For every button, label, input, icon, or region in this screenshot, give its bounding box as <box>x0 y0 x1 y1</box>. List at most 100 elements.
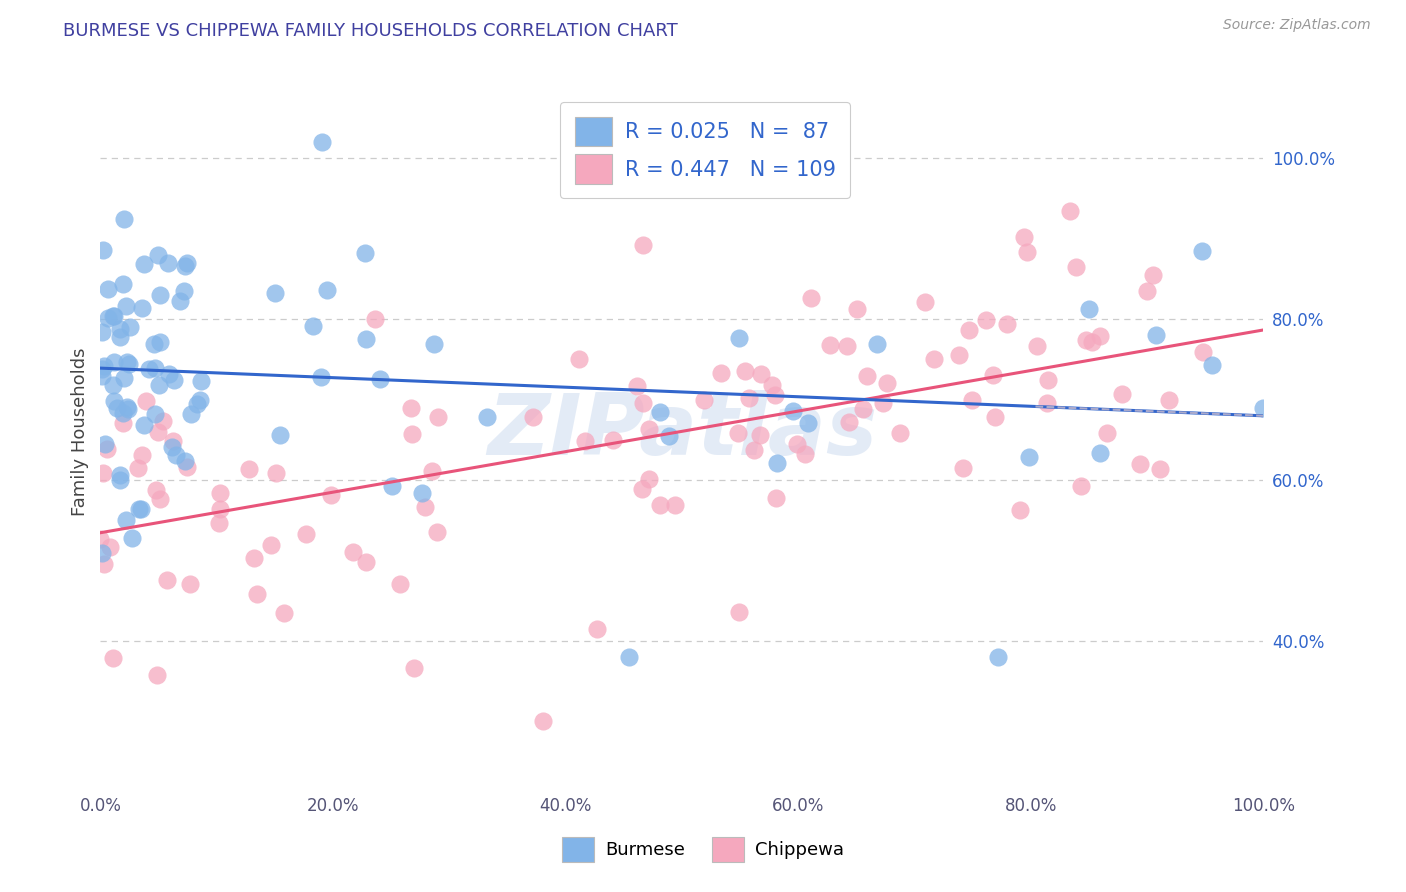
Point <box>243 550 266 565</box>
Point <box>131 301 153 315</box>
Point <box>146 425 169 440</box>
Point <box>1159 393 1181 408</box>
Point <box>266 466 288 480</box>
Point <box>131 502 153 516</box>
Point <box>110 467 132 482</box>
Point <box>342 545 364 559</box>
Point <box>742 443 765 458</box>
Point <box>110 473 132 487</box>
Point <box>93 558 115 572</box>
Point <box>143 360 166 375</box>
Point <box>112 212 135 227</box>
Point <box>302 318 325 333</box>
Point <box>163 373 186 387</box>
Point <box>112 406 135 420</box>
Point <box>987 649 1010 664</box>
Point <box>658 429 681 443</box>
Point <box>796 417 818 431</box>
Point <box>91 466 114 480</box>
Point <box>800 291 823 305</box>
Point <box>1201 358 1223 372</box>
Point <box>148 247 170 261</box>
Point <box>837 339 859 353</box>
Point <box>602 434 624 448</box>
Point <box>852 402 875 417</box>
Point <box>146 667 169 681</box>
Point <box>734 364 756 378</box>
Point <box>995 318 1018 332</box>
Point <box>90 545 112 559</box>
Point <box>889 425 911 440</box>
Point <box>522 409 544 424</box>
Point <box>103 394 125 409</box>
Point <box>149 288 172 302</box>
Point <box>1111 387 1133 401</box>
Point <box>531 714 554 728</box>
Point <box>294 526 316 541</box>
Point <box>765 491 787 506</box>
Point <box>766 456 789 470</box>
Point <box>368 372 391 386</box>
Point <box>728 331 751 345</box>
Point <box>586 622 609 636</box>
Point <box>190 374 212 388</box>
Point <box>761 377 783 392</box>
Point <box>1088 446 1111 460</box>
Point <box>91 243 114 257</box>
Point <box>173 260 195 274</box>
Legend: Burmese, Chippewa: Burmese, Chippewa <box>554 830 852 870</box>
Point <box>97 311 120 326</box>
Point <box>1074 333 1097 347</box>
Point <box>114 299 136 313</box>
Point <box>128 501 150 516</box>
Point <box>876 376 898 390</box>
Point <box>94 436 117 450</box>
Point <box>186 397 208 411</box>
Point <box>260 538 283 552</box>
Point <box>648 405 671 419</box>
Point <box>630 482 652 496</box>
Text: Source: ZipAtlas.com: Source: ZipAtlas.com <box>1223 18 1371 32</box>
Point <box>749 367 772 381</box>
Point <box>173 284 195 298</box>
Point <box>420 464 443 478</box>
Point <box>149 334 172 349</box>
Point <box>93 359 115 373</box>
Point <box>316 284 339 298</box>
Point <box>738 391 761 405</box>
Point <box>127 460 149 475</box>
Point <box>1077 301 1099 316</box>
Point <box>152 414 174 428</box>
Point <box>727 425 749 440</box>
Point <box>626 378 648 392</box>
Point <box>1059 204 1081 219</box>
Point <box>115 355 138 369</box>
Point <box>838 415 860 429</box>
Point <box>574 434 596 449</box>
Point <box>103 310 125 324</box>
Text: BURMESE VS CHIPPEWA FAMILY HOUSEHOLDS CORRELATION CHART: BURMESE VS CHIPPEWA FAMILY HOUSEHOLDS CO… <box>63 22 678 40</box>
Point <box>91 361 114 376</box>
Point <box>1010 503 1032 517</box>
Point <box>1018 450 1040 464</box>
Point <box>786 437 808 451</box>
Point <box>156 256 179 270</box>
Point <box>97 281 120 295</box>
Point <box>617 649 640 664</box>
Point <box>872 396 894 410</box>
Point <box>401 401 423 416</box>
Point <box>1036 373 1059 387</box>
Point <box>91 368 114 383</box>
Point <box>1081 334 1104 349</box>
Point <box>960 393 983 408</box>
Point <box>89 532 111 546</box>
Point <box>112 370 135 384</box>
Point <box>402 661 425 675</box>
Point <box>568 352 591 367</box>
Point <box>105 401 128 416</box>
Point <box>866 337 889 351</box>
Point <box>650 498 672 512</box>
Point <box>169 293 191 308</box>
Point <box>132 257 155 271</box>
Point <box>1191 244 1213 259</box>
